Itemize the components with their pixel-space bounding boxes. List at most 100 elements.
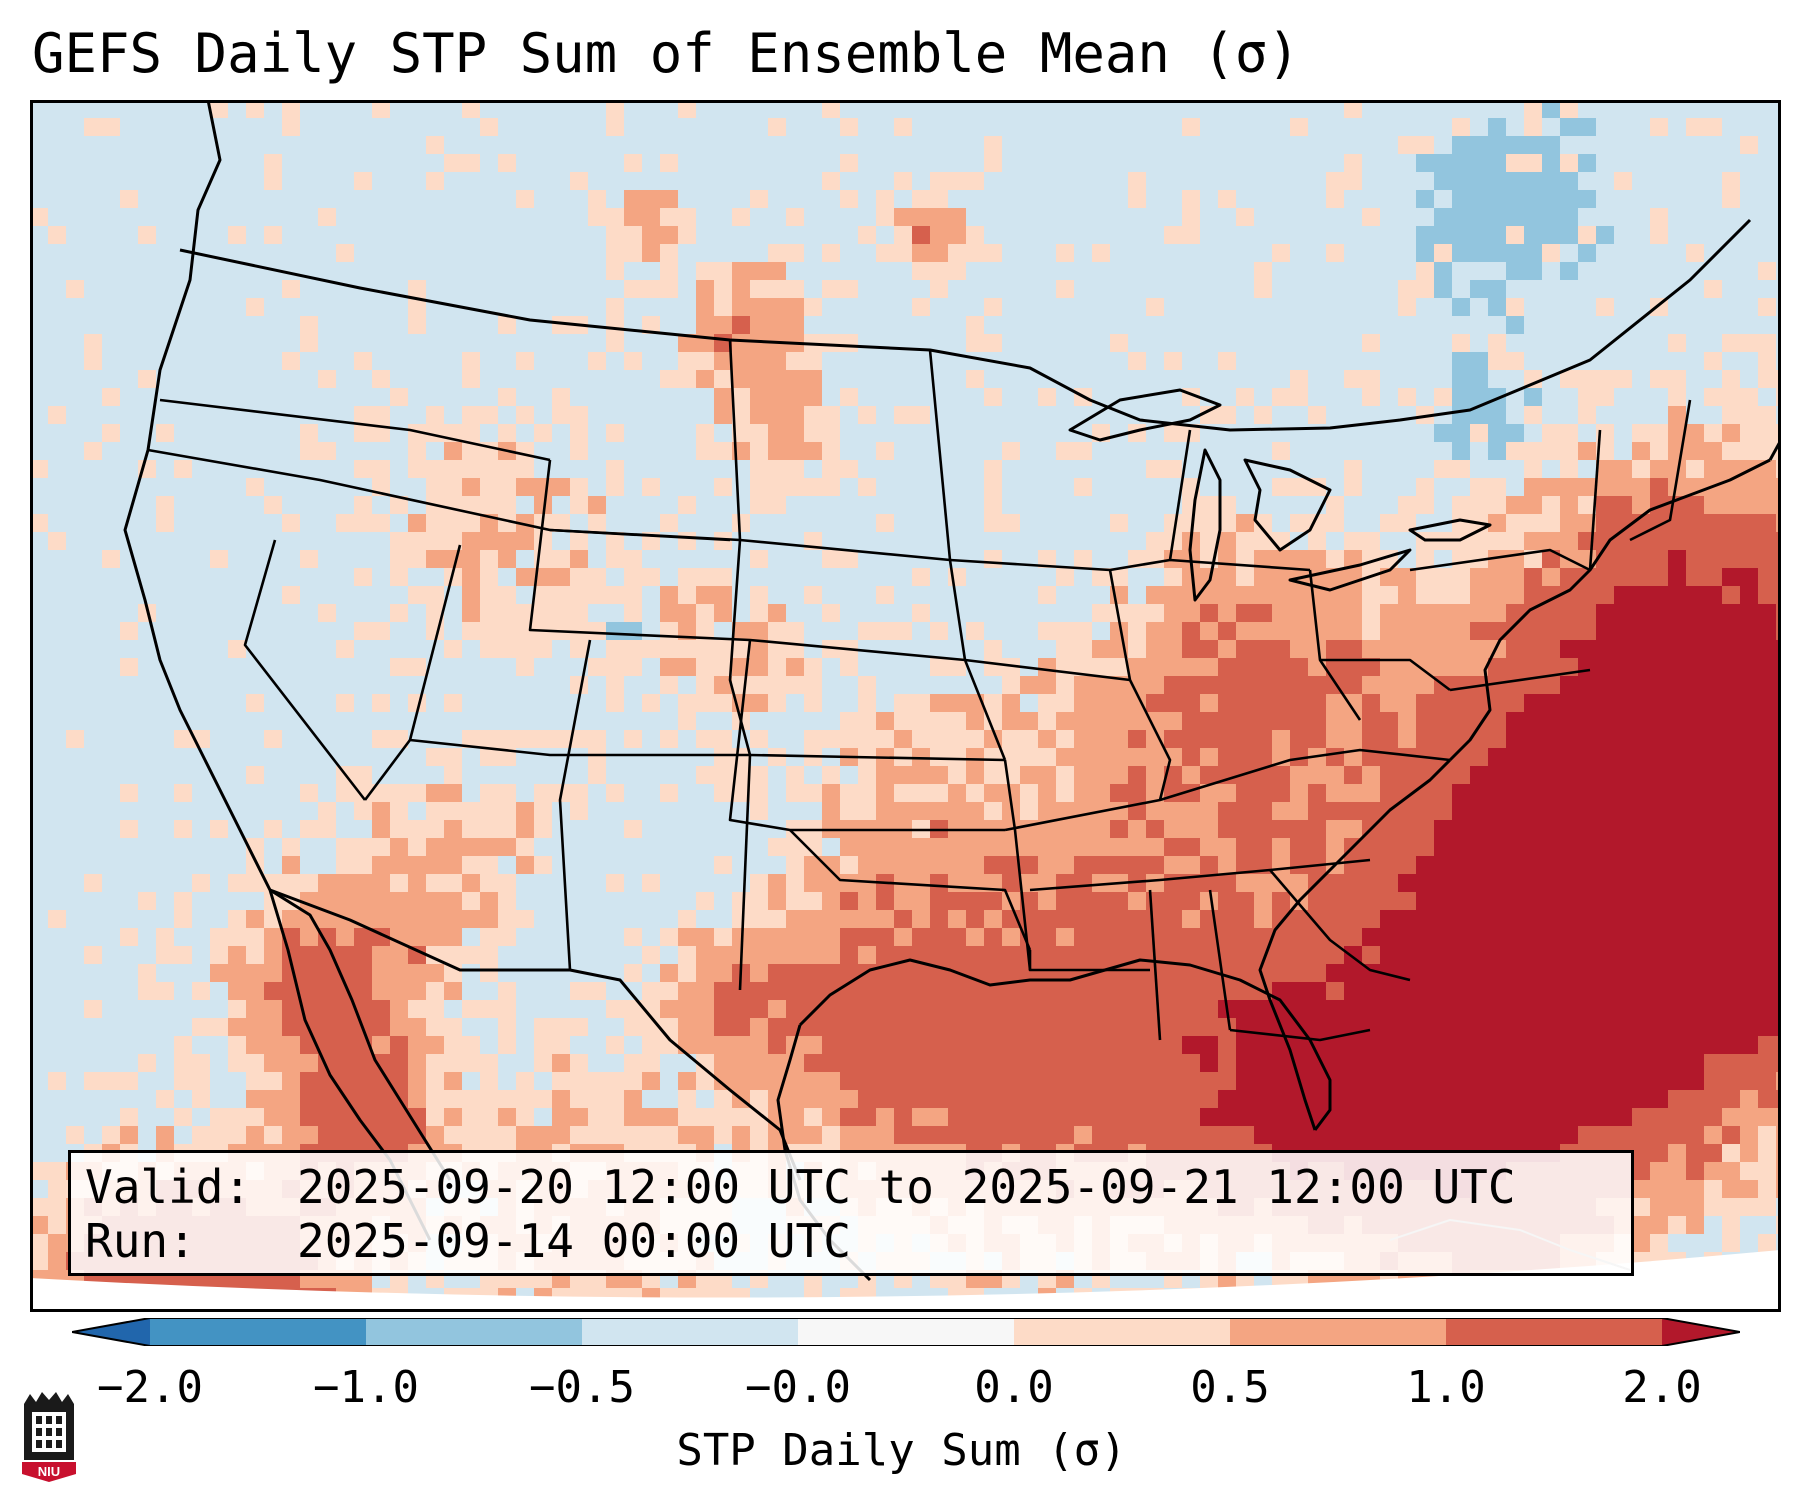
anomaly-cell (1398, 1108, 1416, 1126)
anomaly-cell (1506, 604, 1524, 622)
anomaly-cell (1344, 676, 1362, 694)
anomaly-cell (1308, 532, 1326, 550)
anomaly-cell (876, 982, 894, 1000)
anomaly-cell (1578, 928, 1596, 946)
anomaly-cell (768, 1054, 786, 1072)
anomaly-cell (1236, 622, 1254, 640)
anomaly-cell (1020, 928, 1038, 946)
anomaly-cell (1668, 1000, 1686, 1018)
anomaly-cell (264, 1036, 282, 1054)
anomaly-cell (1722, 496, 1740, 514)
anomaly-cell (984, 1036, 1002, 1054)
anomaly-cell (912, 964, 930, 982)
anomaly-cell (1362, 802, 1380, 820)
anomaly-cell (1578, 892, 1596, 910)
anomaly-cell (1632, 964, 1650, 982)
anomaly-cell (1056, 244, 1074, 262)
anomaly-cell (1470, 352, 1488, 370)
anomaly-cell (1740, 766, 1758, 784)
anomaly-cell (1290, 1000, 1308, 1018)
anomaly-cell (1164, 622, 1182, 640)
anomaly-cell (1164, 946, 1182, 964)
anomaly-cell (1506, 586, 1524, 604)
anomaly-cell (678, 1036, 696, 1054)
anomaly-cell (1182, 658, 1200, 676)
anomaly-cell (372, 1000, 390, 1018)
anomaly-cell (804, 442, 822, 460)
anomaly-cell (1560, 514, 1578, 532)
anomaly-cell (84, 352, 102, 370)
anomaly-cell (1038, 982, 1056, 1000)
anomaly-cell (1074, 1090, 1092, 1108)
anomaly-cell (1164, 1000, 1182, 1018)
anomaly-cell (930, 1018, 948, 1036)
anomaly-cell (714, 1126, 732, 1144)
anomaly-cell (750, 280, 768, 298)
anomaly-cell (1128, 172, 1146, 190)
anomaly-cell (1578, 622, 1596, 640)
anomaly-cell (588, 1072, 606, 1090)
anomaly-cell (786, 910, 804, 928)
anomaly-cell (1416, 154, 1434, 172)
anomaly-cell (1506, 838, 1524, 856)
anomaly-cell (1290, 730, 1308, 748)
anomaly-cell (876, 910, 894, 928)
anomaly-cell (1236, 748, 1254, 766)
anomaly-cell (1218, 748, 1236, 766)
anomaly-cell (1686, 946, 1704, 964)
anomaly-cell (750, 784, 768, 802)
anomaly-cell (966, 334, 984, 352)
anomaly-cell (588, 658, 606, 676)
anomaly-cell (1002, 694, 1020, 712)
anomaly-cell (1290, 874, 1308, 892)
anomaly-cell (1272, 838, 1290, 856)
anomaly-cell (444, 1036, 462, 1054)
anomaly-cell (1632, 784, 1650, 802)
anomaly-cell (1002, 442, 1020, 460)
anomaly-cell (1290, 640, 1308, 658)
anomaly-cell (984, 244, 1002, 262)
anomaly-cell (192, 1054, 210, 1072)
anomaly-cell (156, 496, 174, 514)
anomaly-cell (1614, 532, 1632, 550)
anomaly-cell (1272, 532, 1290, 550)
anomaly-cell (1488, 1036, 1506, 1054)
anomaly-cell (966, 244, 984, 262)
anomaly-cell (1650, 730, 1668, 748)
anomaly-cell (1488, 478, 1506, 496)
anomaly-cell (1452, 694, 1470, 712)
anomaly-cell (1668, 460, 1686, 478)
anomaly-cell (1632, 892, 1650, 910)
anomaly-cell (912, 712, 930, 730)
anomaly-cell (1542, 514, 1560, 532)
anomaly-cell (1416, 1036, 1434, 1054)
anomaly-cell (1452, 1126, 1470, 1144)
anomaly-cell (1542, 1000, 1560, 1018)
anomaly-cell (426, 136, 444, 154)
anomaly-cell (1650, 712, 1668, 730)
anomaly-cell (534, 478, 552, 496)
anomaly-cell (1020, 874, 1038, 892)
anomaly-cell (282, 910, 300, 928)
anomaly-cell (1488, 1000, 1506, 1018)
anomaly-cell (696, 964, 714, 982)
anomaly-cell (1596, 838, 1614, 856)
anomaly-cell (48, 1252, 66, 1270)
anomaly-cell (264, 496, 282, 514)
anomaly-cell (372, 1018, 390, 1036)
anomaly-cell (174, 784, 192, 802)
anomaly-cell (228, 1036, 246, 1054)
anomaly-cell (1704, 622, 1722, 640)
anomaly-cell (1344, 640, 1362, 658)
anomaly-cell (1074, 874, 1092, 892)
anomaly-cell (786, 784, 804, 802)
anomaly-cell (354, 1108, 372, 1126)
anomaly-cell (1650, 1090, 1668, 1108)
anomaly-cell (1614, 586, 1632, 604)
anomaly-cell (1398, 496, 1416, 514)
anomaly-cell (120, 190, 138, 208)
anomaly-cell (1470, 244, 1488, 262)
anomaly-cell (1272, 658, 1290, 676)
anomaly-cell (1596, 1126, 1614, 1144)
anomaly-cell (1578, 244, 1596, 262)
